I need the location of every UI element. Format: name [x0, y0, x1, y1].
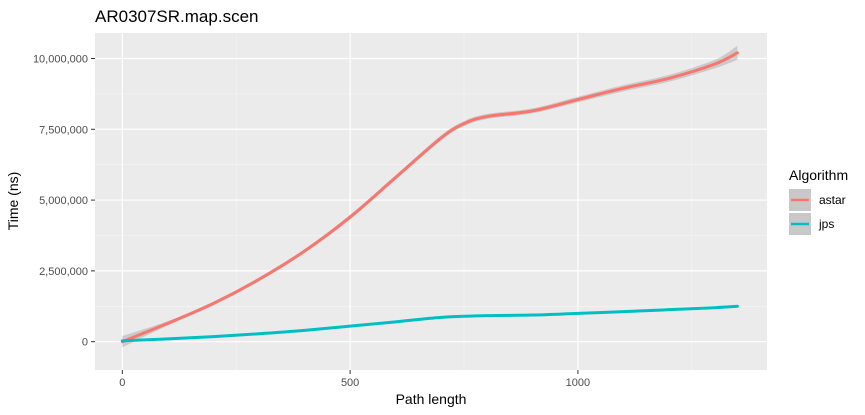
legend-label-astar: astar	[819, 193, 846, 207]
x-tick-label: 500	[341, 377, 359, 389]
x-axis-ticks: 0 500 1000	[119, 370, 590, 389]
x-axis-title: Path length	[396, 391, 467, 407]
y-tick-label: 7,500,000	[39, 124, 88, 136]
plot-panel	[95, 33, 767, 370]
y-tick-label: 10,000,000	[33, 53, 88, 65]
series-lines	[120, 51, 739, 344]
y-tick-label: 2,500,000	[39, 266, 88, 278]
chart-title: AR0307SR.map.scen	[95, 7, 258, 26]
x-tick-label: 1000	[566, 377, 590, 389]
x-tick-label: 0	[119, 377, 125, 389]
legend: Algorithm astar jps	[789, 167, 848, 235]
legend-items: astar jps	[789, 189, 846, 235]
y-tick-label: 5,000,000	[39, 195, 88, 207]
y-axis-ticks: 0 2,500,000 5,000,000 7,500,000 10,000,000	[33, 53, 95, 349]
y-tick-label: 0	[82, 337, 88, 349]
series-line-astar	[120, 51, 739, 344]
legend-title: Algorithm	[789, 167, 848, 183]
series-line-jps	[120, 304, 739, 343]
legend-label-jps: jps	[818, 217, 834, 231]
y-axis-title: Time (ns)	[5, 172, 21, 231]
